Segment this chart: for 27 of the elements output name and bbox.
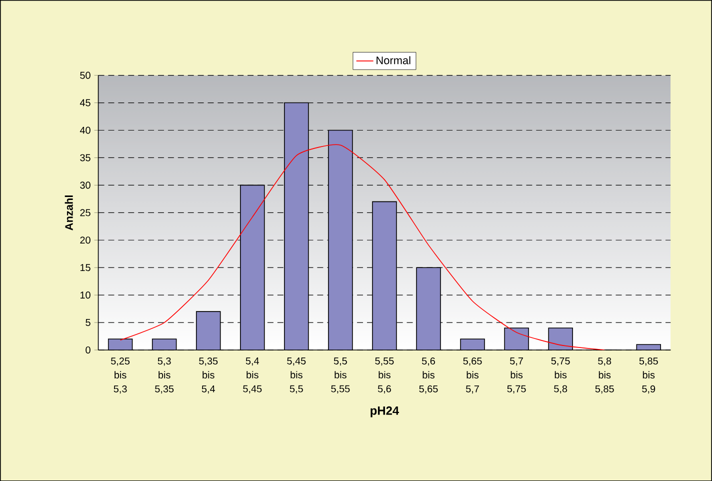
- y-tick-label: 45: [80, 99, 90, 106]
- y-tick-label: 0: [86, 346, 90, 354]
- y-tick-label: 10: [80, 291, 90, 298]
- x-tick-label: 5,6 bis 5,65: [419, 357, 438, 394]
- y-tick-label: 30: [80, 182, 90, 189]
- x-tick-label: 5,65 bis 5,7: [463, 357, 482, 394]
- y-tick-label: 50: [80, 72, 90, 79]
- y-tick-label: 15: [80, 264, 90, 271]
- x-tick-label: 5,8 bis 5,85: [595, 357, 614, 394]
- x-tick-label: 5,25 bis 5,3: [111, 357, 130, 394]
- y-axis-title: Anzahl: [64, 195, 73, 230]
- x-tick-label: 5,4 bis 5,45: [243, 357, 262, 394]
- x-tick-label: 5,75 bis 5,8: [551, 357, 570, 394]
- y-tick-label: 25: [80, 209, 90, 216]
- x-tick-label: 5,45 bis 5,5: [287, 357, 306, 394]
- x-tick-label: 5,55 bis 5,6: [375, 357, 394, 394]
- y-tick-label: 20: [80, 236, 90, 244]
- x-axis-title: pH24: [370, 406, 399, 418]
- legend-label: Normal: [376, 56, 410, 64]
- x-tick-label: 5,5 bis 5,55: [331, 357, 350, 394]
- x-tick-label: 5,85 bis 5,9: [639, 357, 658, 394]
- x-tick-label: 5,35 bis 5,4: [199, 357, 218, 394]
- x-tick-label: 5,3 bis 5,35: [155, 357, 174, 394]
- y-tick-label: 40: [80, 126, 90, 134]
- x-tick-label: 5,7 bis 5,75: [507, 357, 526, 394]
- y-tick-label: 35: [80, 154, 90, 162]
- y-tick-label: 5: [86, 318, 90, 326]
